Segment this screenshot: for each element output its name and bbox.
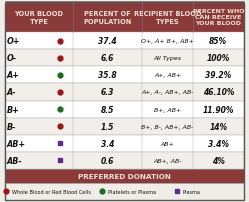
Text: 39.2%: 39.2% xyxy=(205,71,232,80)
Text: O+, A+ B+, AB+: O+, A+ B+, AB+ xyxy=(141,39,194,44)
Text: 37.4: 37.4 xyxy=(98,37,117,46)
Text: PREFERRED DONATION: PREFERRED DONATION xyxy=(78,173,171,179)
Bar xyxy=(5,135,244,152)
Bar xyxy=(5,152,244,169)
Bar xyxy=(5,101,244,118)
Text: A-: A- xyxy=(7,88,17,97)
Bar xyxy=(5,33,244,50)
Bar xyxy=(5,2,244,33)
Text: O+: O+ xyxy=(7,37,20,46)
Text: 6.3: 6.3 xyxy=(101,88,115,97)
Text: A+: A+ xyxy=(7,71,20,80)
Bar xyxy=(5,183,244,200)
Text: O-: O- xyxy=(7,54,17,63)
Text: Whole Blood or Red Blood Cells: Whole Blood or Red Blood Cells xyxy=(12,189,91,194)
Text: AB+: AB+ xyxy=(7,139,26,148)
Text: 0.6: 0.6 xyxy=(101,156,115,165)
Text: 3.4%: 3.4% xyxy=(208,139,229,148)
Text: AB-: AB- xyxy=(7,156,23,165)
Text: 85%: 85% xyxy=(209,37,227,46)
Text: 8.5: 8.5 xyxy=(101,105,115,114)
Text: 1.5: 1.5 xyxy=(101,122,115,131)
Text: AB+: AB+ xyxy=(161,141,174,146)
Text: 11.90%: 11.90% xyxy=(203,105,234,114)
Text: All Types: All Types xyxy=(154,56,182,61)
Text: PERCENT OF
POPULATION: PERCENT OF POPULATION xyxy=(84,11,132,24)
Text: Platelets or Plasma: Platelets or Plasma xyxy=(108,189,156,194)
Bar xyxy=(5,84,244,101)
Bar xyxy=(5,169,244,183)
Text: B+, B-, AB+, AB-: B+, B-, AB+, AB- xyxy=(141,124,194,129)
Bar xyxy=(5,50,244,67)
Text: B+: B+ xyxy=(7,105,20,114)
Text: RECIPIENT BLOOD
TYPES: RECIPIENT BLOOD TYPES xyxy=(134,11,201,24)
Text: 35.8: 35.8 xyxy=(98,71,117,80)
Text: 100%: 100% xyxy=(207,54,230,63)
Text: B+, AB+: B+, AB+ xyxy=(154,107,181,112)
Bar xyxy=(5,118,244,135)
Text: YOUR BLOOD
TYPE: YOUR BLOOD TYPE xyxy=(14,11,63,24)
Text: 46.10%: 46.10% xyxy=(203,88,234,97)
Text: 3.4: 3.4 xyxy=(101,139,115,148)
Text: 4%: 4% xyxy=(212,156,225,165)
Text: 14%: 14% xyxy=(209,122,227,131)
Text: PERCENT WHO
CAN RECEIVE
YOUR BLOOD: PERCENT WHO CAN RECEIVE YOUR BLOOD xyxy=(192,9,244,26)
Bar xyxy=(5,67,244,84)
Text: A+, A-, AB+, AB-: A+, A-, AB+, AB- xyxy=(141,90,194,95)
Text: AB+, AB-: AB+, AB- xyxy=(153,158,182,163)
Text: Plasma: Plasma xyxy=(182,189,200,194)
Text: 6.6: 6.6 xyxy=(101,54,115,63)
Text: B-: B- xyxy=(7,122,16,131)
Text: A+, AB+: A+, AB+ xyxy=(154,73,181,78)
